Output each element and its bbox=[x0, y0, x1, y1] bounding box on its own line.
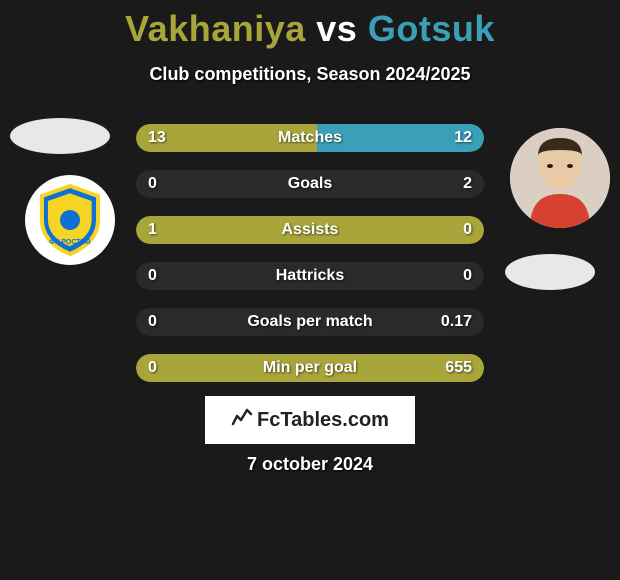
stat-label: Min per goal bbox=[136, 354, 484, 382]
stat-label: Hattricks bbox=[136, 262, 484, 290]
stat-row: 00Hattricks bbox=[136, 262, 484, 290]
stat-row: 00.17Goals per match bbox=[136, 308, 484, 336]
svg-text:ФК РОСТОВ: ФК РОСТОВ bbox=[49, 239, 91, 246]
stat-label: Goals per match bbox=[136, 308, 484, 336]
player2-avatar bbox=[510, 128, 610, 228]
stat-row: 02Goals bbox=[136, 170, 484, 198]
player1-avatar bbox=[10, 118, 110, 154]
player2-club-badge bbox=[505, 254, 595, 290]
date-label: 7 october 2024 bbox=[0, 454, 620, 475]
club-badge-icon: ФК РОСТОВ bbox=[30, 180, 110, 260]
comparison-title: Vakhaniya vs Gotsuk bbox=[0, 0, 620, 50]
player1-name: Vakhaniya bbox=[125, 8, 306, 49]
stat-label: Goals bbox=[136, 170, 484, 198]
branding-logo-icon bbox=[231, 406, 253, 434]
stat-bars-container: 1312Matches 02Goals 10Assists 00Hattricks 00… bbox=[136, 124, 484, 400]
branding-text: FcTables.com bbox=[257, 409, 389, 432]
branding-badge: FcTables.com bbox=[205, 396, 415, 444]
subtitle: Club competitions, Season 2024/2025 bbox=[0, 64, 620, 85]
stat-label: Matches bbox=[136, 124, 484, 152]
stat-row: 1312Matches bbox=[136, 124, 484, 152]
stat-row: 0655Min per goal bbox=[136, 354, 484, 382]
vs-label: vs bbox=[316, 8, 357, 49]
player1-club-badge: ФК РОСТОВ bbox=[25, 175, 115, 265]
stat-row: 10Assists bbox=[136, 216, 484, 244]
stat-label: Assists bbox=[136, 216, 484, 244]
player2-name: Gotsuk bbox=[368, 8, 495, 49]
